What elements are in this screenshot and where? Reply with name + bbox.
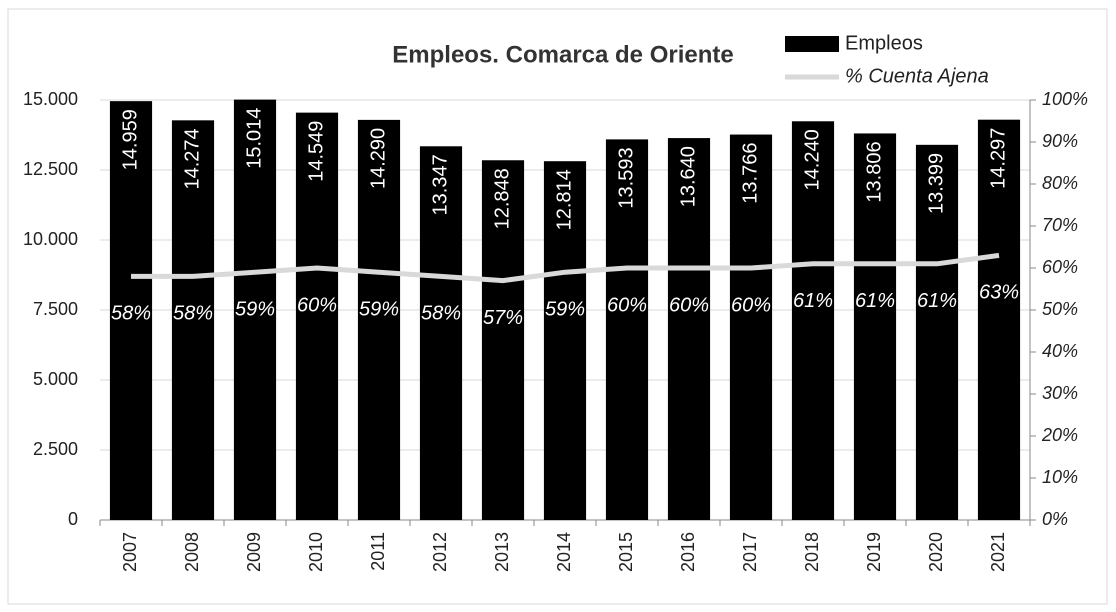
line [131,252,1000,284]
bar-value-label: 13.593 [615,147,637,208]
bar-value-label: 14.274 [181,128,203,189]
legend-swatch [785,36,839,52]
line-value-label: 61% [793,290,833,312]
line-value-label: 60% [669,294,709,316]
bar [295,112,339,521]
line-value-label: 57% [483,307,523,329]
bar-value-label: 14.297 [987,128,1009,189]
bar [109,101,153,520]
y2-tick-label: 100% [1042,89,1088,109]
x-tick-label: 2016 [678,532,698,572]
y-tick-label: 12.500 [23,159,78,179]
line-value-label: 59% [235,298,275,320]
y-tick-label: 5.000 [33,369,78,389]
bar-value-label: 13.806 [863,141,885,202]
bar-value-label: 14.290 [367,128,389,189]
bar-value-label: 12.848 [491,168,513,229]
bar-value-label: 12.814 [553,169,575,230]
x-tick-label: 2019 [864,532,884,572]
line-value-label: 58% [111,303,151,325]
bar-value-label: 13.347 [429,154,451,215]
x-tick-label: 2020 [926,532,946,572]
x-tick-label: 2011 [368,532,388,571]
bar [605,139,649,520]
bar [853,133,897,520]
x-tick-label: 2009 [244,532,264,572]
x-tick-label: 2014 [554,532,574,572]
y2-tick-label: 60% [1042,257,1078,277]
bar [915,144,959,520]
x-tick-label: 2013 [492,532,512,572]
line-value-label: 63% [979,282,1019,304]
y2-tick-label: 20% [1041,425,1078,445]
bar-value-label: 14.240 [801,129,823,190]
bar [667,138,711,520]
bar-value-label: 13.766 [739,143,761,204]
legend-label: Empleos [845,32,923,54]
bar [233,99,277,520]
line-value-label: 58% [173,303,213,325]
line-value-label: 60% [607,294,647,316]
line-value-label: 61% [855,290,895,312]
bar-value-label: 14.549 [305,121,327,182]
bar [543,161,587,520]
bar [171,120,215,520]
bar [357,119,401,520]
y2-tick-label: 0% [1042,509,1068,529]
legend-label: % Cuenta Ajena [845,65,989,87]
bar-value-label: 15.014 [243,108,265,169]
bar [729,134,773,520]
y2-tick-label: 90% [1042,131,1078,151]
x-tick-label: 2008 [182,532,202,572]
bar-value-label: 13.640 [677,146,699,207]
line-value-label: 60% [731,294,771,316]
y2-tick-label: 70% [1042,215,1078,235]
y2-tick-label: 30% [1042,383,1078,403]
y-tick-label: 0 [68,509,78,529]
x-tick-label: 2010 [306,532,326,572]
bar-value-label: 14.959 [119,109,141,170]
bar [977,119,1021,521]
bar [791,121,835,520]
y2-tick-label: 80% [1042,173,1078,193]
line-value-label: 60% [297,294,337,316]
x-tick-label: 2021 [988,532,1008,572]
y-tick-label: 7.500 [33,299,78,319]
y-tick-label: 15.000 [23,89,78,109]
y2-tick-label: 40% [1042,341,1078,361]
chart-title: Empleos. Comarca de Oriente [392,41,733,68]
x-tick-label: 2017 [740,532,760,572]
x-tick-label: 2015 [616,532,636,572]
bar-value-label: 13.399 [925,153,947,214]
line-value-label: 59% [545,298,585,320]
y2-tick-label: 50% [1042,299,1078,319]
line-value-label: 58% [421,303,461,325]
bar [481,160,525,521]
y2-tick-label: 10% [1042,467,1078,487]
x-tick-label: 2012 [430,532,450,572]
line-value-label: 59% [359,298,399,320]
x-tick-label: 2018 [802,532,822,572]
line-value-label: 61% [917,290,957,312]
y-tick-label: 2.500 [33,439,78,459]
bar [419,146,463,520]
y-tick-label: 10.000 [23,229,78,249]
x-tick-label: 2007 [120,532,140,572]
